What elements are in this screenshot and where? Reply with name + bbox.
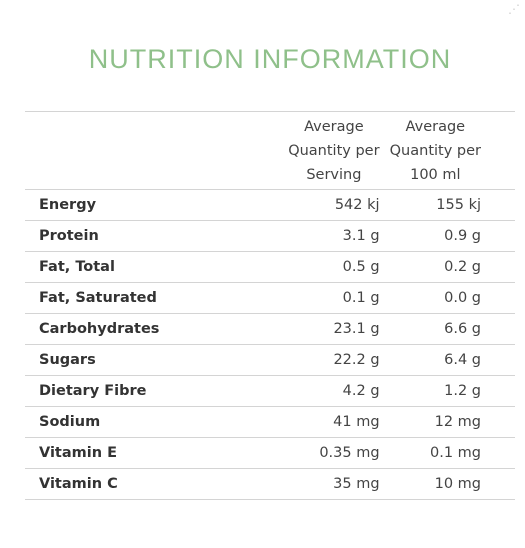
header-per-serving-line1: Average [304, 118, 364, 135]
value-per-serving: 542 kj [159, 189, 380, 221]
resize-icon: ⋰ [508, 2, 520, 16]
value-per-serving: 0.1 g [159, 282, 380, 314]
header-per-serving: Average Quantity per Serving [159, 111, 380, 190]
table-header-row: Average Quantity per Serving Average Qua… [25, 111, 515, 190]
value-per-serving: 3.1 g [159, 220, 380, 252]
nutrient-name: Protein [25, 220, 160, 252]
value-per-100ml: 0.2 g [379, 251, 515, 283]
page-title: NUTRITION INFORMATION [88, 44, 452, 74]
header-per-100ml-line1: Average [405, 118, 466, 135]
header-per-100ml-line3: 100 ml [410, 166, 461, 183]
table-row: Fat, Saturated 0.1 g 0.0 g [25, 282, 515, 314]
value-per-serving: 35 mg [159, 468, 380, 500]
nutrient-name: Fat, Total [25, 251, 160, 283]
value-per-100ml: 12 mg [379, 406, 515, 438]
table-row: Vitamin C 35 mg 10 mg [25, 468, 515, 500]
nutrient-name: Sodium [25, 406, 160, 438]
nutrient-name: Fat, Saturated [25, 282, 160, 314]
nutrient-name: Vitamin E [25, 437, 160, 469]
table-row: Energy 542 kj 155 kj [25, 189, 515, 221]
header-per-serving-line2: Quantity per [288, 142, 380, 159]
nutrient-name: Vitamin C [25, 468, 160, 500]
value-per-serving: 0.35 mg [159, 437, 380, 469]
value-per-serving: 23.1 g [159, 313, 380, 345]
nutrient-name: Dietary Fibre [25, 375, 160, 407]
value-per-serving: 22.2 g [159, 344, 380, 376]
value-per-100ml: 0.1 mg [379, 437, 515, 469]
nutrient-name: Sugars [25, 344, 160, 376]
table-row: Fat, Total 0.5 g 0.2 g [25, 251, 515, 283]
table-row: Sugars 22.2 g 6.4 g [25, 344, 515, 376]
value-per-serving: 0.5 g [159, 251, 380, 283]
value-per-100ml: 10 mg [379, 468, 515, 500]
value-per-100ml: 0.9 g [379, 220, 515, 252]
table-row: Sodium 41 mg 12 mg [25, 406, 515, 438]
value-per-100ml: 6.6 g [379, 313, 515, 345]
table-row: Carbohydrates 23.1 g 6.6 g [25, 313, 515, 345]
header-per-100ml-line2: Quantity per [389, 142, 481, 159]
header-empty-cell [25, 111, 160, 190]
value-per-100ml: 1.2 g [379, 375, 515, 407]
table-row: Vitamin E 0.35 mg 0.1 mg [25, 437, 515, 469]
value-per-100ml: 6.4 g [379, 344, 515, 376]
value-per-100ml: 0.0 g [379, 282, 515, 314]
value-per-serving: 4.2 g [159, 375, 380, 407]
header-per-100ml: Average Quantity per 100 ml [379, 111, 515, 190]
table-row: Dietary Fibre 4.2 g 1.2 g [25, 375, 515, 407]
header-per-serving-line3: Serving [306, 166, 362, 183]
table-row: Protein 3.1 g 0.9 g [25, 220, 515, 252]
value-per-serving: 41 mg [159, 406, 380, 438]
value-per-100ml: 155 kj [379, 189, 515, 221]
nutrient-name: Energy [25, 189, 160, 221]
nutrient-name: Carbohydrates [25, 313, 160, 345]
nutrition-table: Average Quantity per Serving Average Qua… [25, 111, 515, 500]
